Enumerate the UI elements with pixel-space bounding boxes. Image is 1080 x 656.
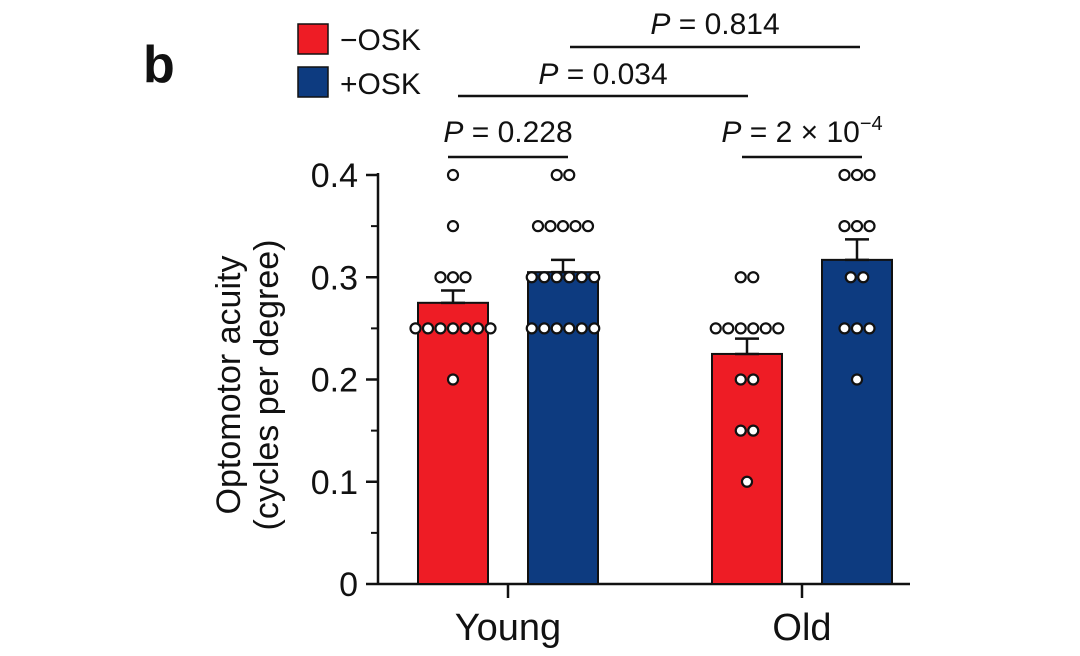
data-point bbox=[850, 322, 864, 335]
y-axis-title-line2: (cycles per degree) bbox=[248, 239, 286, 530]
data-point bbox=[734, 322, 747, 335]
data-point bbox=[844, 271, 857, 284]
p-value-symbol: P bbox=[650, 8, 670, 41]
data-point bbox=[722, 322, 735, 335]
data-point bbox=[446, 271, 460, 284]
bars bbox=[417, 258, 893, 585]
y-axis-title: Optomotor acuity (cycles per degree) bbox=[210, 239, 286, 530]
data-point bbox=[550, 271, 563, 284]
p-value-number: = 0.814 bbox=[670, 8, 779, 41]
p-value-number: = 0.034 bbox=[558, 58, 667, 91]
p-value-label: P = 0.228 bbox=[443, 116, 572, 149]
y-axis-title-line1: Optomotor acuity bbox=[210, 256, 248, 515]
data-point bbox=[563, 168, 576, 182]
category-label: Young bbox=[455, 607, 561, 649]
data-point bbox=[459, 271, 472, 284]
data-point bbox=[588, 271, 601, 284]
bar bbox=[711, 352, 783, 585]
data-point bbox=[556, 220, 570, 233]
data-point bbox=[531, 220, 545, 233]
data-point bbox=[544, 220, 557, 233]
data-points bbox=[409, 168, 876, 488]
data-point bbox=[863, 220, 876, 233]
data-point bbox=[581, 220, 595, 233]
data-point bbox=[747, 271, 760, 284]
data-point bbox=[569, 220, 582, 233]
data-point bbox=[747, 373, 760, 386]
data-point bbox=[863, 168, 876, 182]
data-point bbox=[471, 322, 485, 335]
data-point bbox=[446, 322, 460, 335]
p-value-label: P = 0.814 bbox=[650, 8, 779, 41]
p-value-exponent: −4 bbox=[860, 113, 883, 135]
data-point bbox=[563, 271, 576, 284]
p-value-symbol: P bbox=[443, 116, 463, 149]
axes: 0 0.1 0.2 0.3 0.4 bbox=[311, 157, 910, 604]
legend-swatch-minus-osk bbox=[297, 23, 329, 55]
data-point bbox=[850, 373, 864, 386]
y-tick-label: 0.3 bbox=[311, 259, 358, 297]
data-point bbox=[538, 322, 551, 335]
y-tick-label: 0.1 bbox=[311, 464, 358, 502]
data-point bbox=[740, 475, 754, 488]
data-point bbox=[747, 424, 760, 437]
data-point bbox=[734, 271, 747, 284]
data-point bbox=[484, 322, 497, 335]
panel-label: b bbox=[143, 36, 175, 94]
y-tick-label: 0.4 bbox=[311, 157, 358, 195]
data-point bbox=[525, 322, 538, 335]
data-point bbox=[446, 168, 460, 182]
bar bbox=[821, 258, 893, 585]
data-point bbox=[446, 220, 460, 233]
data-point bbox=[838, 168, 851, 182]
p-value-label: P = 2 × 10−4 bbox=[721, 113, 882, 149]
data-point bbox=[446, 373, 460, 386]
legend-label-minus-osk: −OSK bbox=[340, 24, 421, 57]
legend: −OSK +OSK bbox=[297, 23, 421, 101]
bar bbox=[417, 301, 489, 585]
p-value-number: = 0.228 bbox=[463, 116, 572, 149]
data-point bbox=[550, 322, 563, 335]
data-point bbox=[575, 271, 588, 284]
p-value-number: = 2 × 10 bbox=[741, 116, 859, 149]
data-point bbox=[857, 271, 870, 284]
data-point bbox=[850, 220, 864, 233]
category-labels: Young Old bbox=[455, 584, 832, 649]
p-value-symbol: P bbox=[721, 116, 741, 149]
data-point bbox=[434, 271, 447, 284]
data-point bbox=[759, 322, 772, 335]
data-point bbox=[421, 322, 435, 335]
data-point bbox=[709, 322, 722, 335]
data-point bbox=[850, 168, 864, 182]
y-tick-label: 0.2 bbox=[311, 362, 358, 400]
category-label: Old bbox=[772, 607, 831, 649]
data-point bbox=[734, 424, 747, 437]
p-value-symbol: P bbox=[538, 58, 558, 91]
data-point bbox=[838, 322, 851, 335]
error-bars bbox=[441, 238, 869, 356]
data-point bbox=[747, 322, 760, 335]
data-point bbox=[734, 373, 747, 386]
data-point bbox=[525, 271, 538, 284]
data-point bbox=[409, 322, 422, 335]
legend-swatch-plus-osk bbox=[297, 66, 329, 98]
data-point bbox=[575, 322, 588, 335]
data-point bbox=[459, 322, 472, 335]
data-point bbox=[772, 322, 785, 335]
data-point bbox=[550, 168, 563, 182]
y-tick-label: 0 bbox=[339, 566, 358, 604]
data-point bbox=[538, 271, 551, 284]
p-value-label: P = 0.034 bbox=[538, 58, 667, 91]
data-point bbox=[863, 322, 876, 335]
data-point bbox=[563, 322, 576, 335]
data-point bbox=[434, 322, 447, 335]
legend-label-plus-osk: +OSK bbox=[340, 68, 421, 101]
bar bbox=[527, 271, 599, 585]
data-point bbox=[838, 220, 851, 233]
data-point bbox=[588, 322, 601, 335]
